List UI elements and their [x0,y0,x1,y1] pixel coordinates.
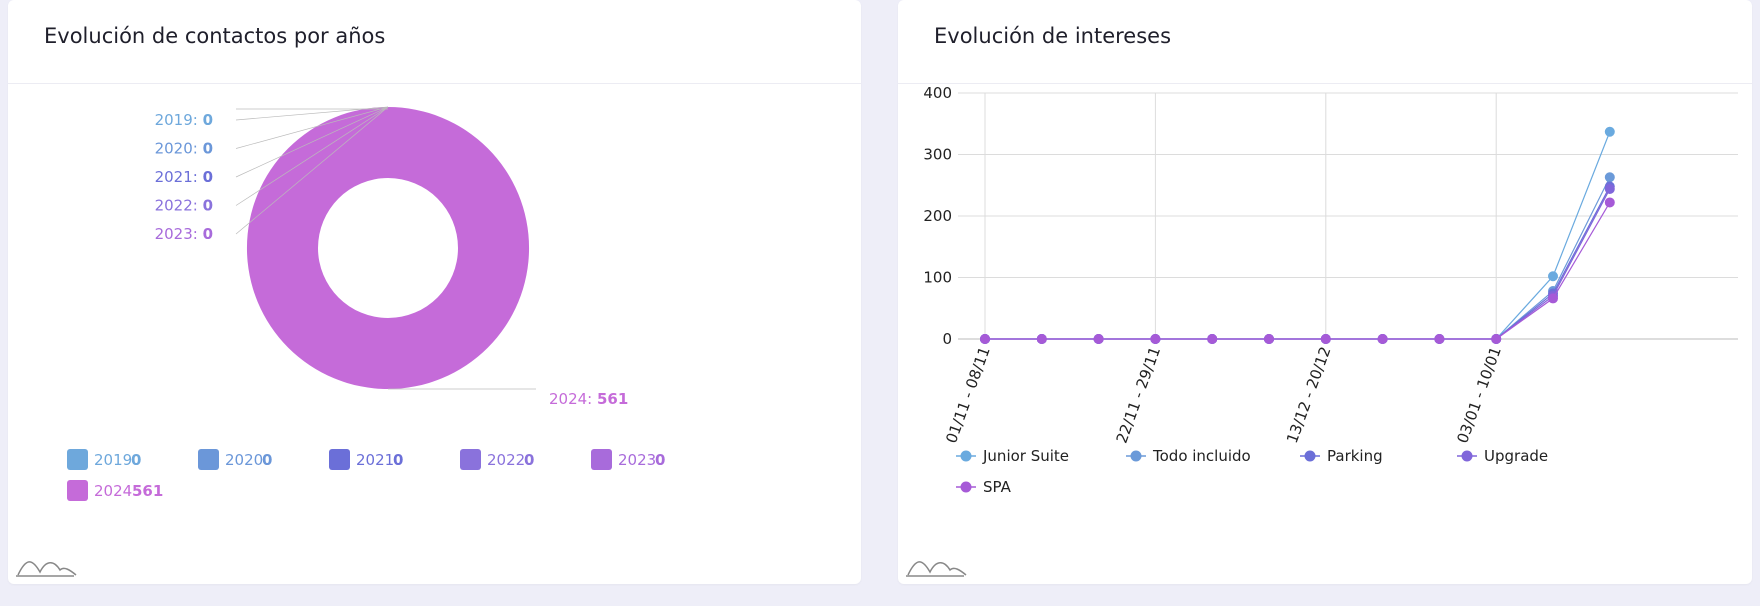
legend-label: 2022 [487,451,525,469]
y-tick-label: 300 [923,146,952,164]
legend-value: 0 [262,451,272,469]
data-point-spa[interactable] [1093,334,1104,344]
donut-chart: 2019: 0 2020: 0 2021: 0 2022: 0 2023: 0 2024:… [67,106,665,501]
data-point-spa[interactable] [1377,334,1388,344]
legend-item-2024[interactable]: 2024 561 [67,480,163,501]
x-tick-label: 22/11 - 29/11 [1113,344,1165,445]
y-tick-label: 400 [923,84,952,102]
card-title: Evolución de contactos por años [44,24,386,48]
legend-marker-dot [960,481,972,493]
legend-swatch [67,480,88,501]
legend-item-parking[interactable]: Parking [1300,447,1383,465]
slice-label-2023: 2023: 0 [155,225,213,243]
data-point-spa[interactable] [1150,334,1161,344]
data-point-spa[interactable] [1036,334,1047,344]
legend-label: 2020 [225,451,263,469]
legend-label: Upgrade [1484,447,1548,465]
legend-swatch [329,449,350,470]
card-title: Evolución de intereses [934,24,1172,48]
legend-swatch [460,449,481,470]
y-tick-label: 200 [923,207,952,225]
data-point-junior-suite[interactable] [1548,271,1558,282]
label-leader-line [235,106,389,206]
y-tick-label: 100 [923,269,952,287]
y-tick-label: 0 [942,330,952,348]
legend-label: SPA [983,478,1012,496]
legend-value: 0 [131,451,141,469]
x-tick-label: 03/01 - 10/01 [1453,344,1505,445]
data-point-upgrade[interactable] [1604,183,1615,194]
data-point-spa[interactable] [1207,334,1218,344]
x-tick-label: 13/12 - 20/12 [1283,344,1335,445]
slice-2024[interactable] [246,106,530,389]
legend-marker-dot [1461,450,1473,462]
legend-label: Junior Suite [982,447,1069,465]
data-point-spa[interactable] [1548,293,1558,304]
legend-swatch [591,449,612,470]
slice-label-2024: 2024: 561 [549,390,628,408]
series-line-spa [985,202,1611,340]
data-point-todo-incluido[interactable] [1604,172,1615,183]
legend-item-todo-incluido[interactable]: Todo incluido [1126,447,1251,465]
legend-label: 2021 [356,451,394,469]
data-point-spa[interactable] [1320,334,1331,344]
series-line-todo-incluido [985,176,1611,340]
interests-evolution-card: Evolución de intereses 0 100 200 300 400 01/1… [898,0,1752,584]
data-point-spa[interactable] [980,334,990,344]
legend-item-junior-suite[interactable]: Junior Suite [956,447,1069,465]
data-point-spa[interactable] [1264,334,1274,344]
label-leader-line [235,106,389,121]
line-chart: 0 100 200 300 400 01/11 - 08/11 22/11 - 29/11 1… [923,84,1738,496]
amcharts-logo-icon[interactable] [904,558,970,580]
label-leader-line [235,106,389,149]
legend-label: 2019 [94,451,132,469]
data-point-spa[interactable] [1604,197,1615,208]
series-line-parking [985,186,1611,340]
legend-value: 0 [655,451,665,469]
x-tick-label: 01/11 - 08/11 [942,344,994,445]
card-header: Evolución de intereses [898,0,1752,84]
amcharts-logo-icon[interactable] [14,558,80,580]
slice-label-2020: 2020: 0 [155,140,213,158]
label-leader-line [235,106,389,178]
card-header: Evolución de contactos por años [8,0,861,84]
slice-label-2019: 2019: 0 [155,111,213,129]
label-leader-line [235,106,389,235]
data-point-junior-suite[interactable] [1604,126,1615,137]
legend-value: 561 [132,482,163,500]
data-point-spa[interactable] [1491,334,1502,344]
legend-item-spa[interactable]: SPA [956,478,1012,496]
legend-label: Todo incluido [1152,447,1251,465]
legend-item-upgrade[interactable]: Upgrade [1457,447,1548,465]
data-point-spa[interactable] [1434,334,1445,344]
legend-value: 0 [524,451,534,469]
legend-label: Parking [1327,447,1383,465]
legend-swatch [67,449,88,470]
slice-label-2021: 2021: 0 [155,168,213,186]
legend-label: 2023 [618,451,656,469]
series-line-junior-suite [985,131,1611,340]
legend-marker-dot [1130,450,1142,462]
legend-label: 2024 [94,482,132,500]
slice-label-2022: 2022: 0 [155,197,213,215]
legend-swatch [198,449,219,470]
legend-marker-dot [960,450,972,462]
legend-value: 0 [393,451,403,469]
legend-marker-dot [1304,450,1316,462]
